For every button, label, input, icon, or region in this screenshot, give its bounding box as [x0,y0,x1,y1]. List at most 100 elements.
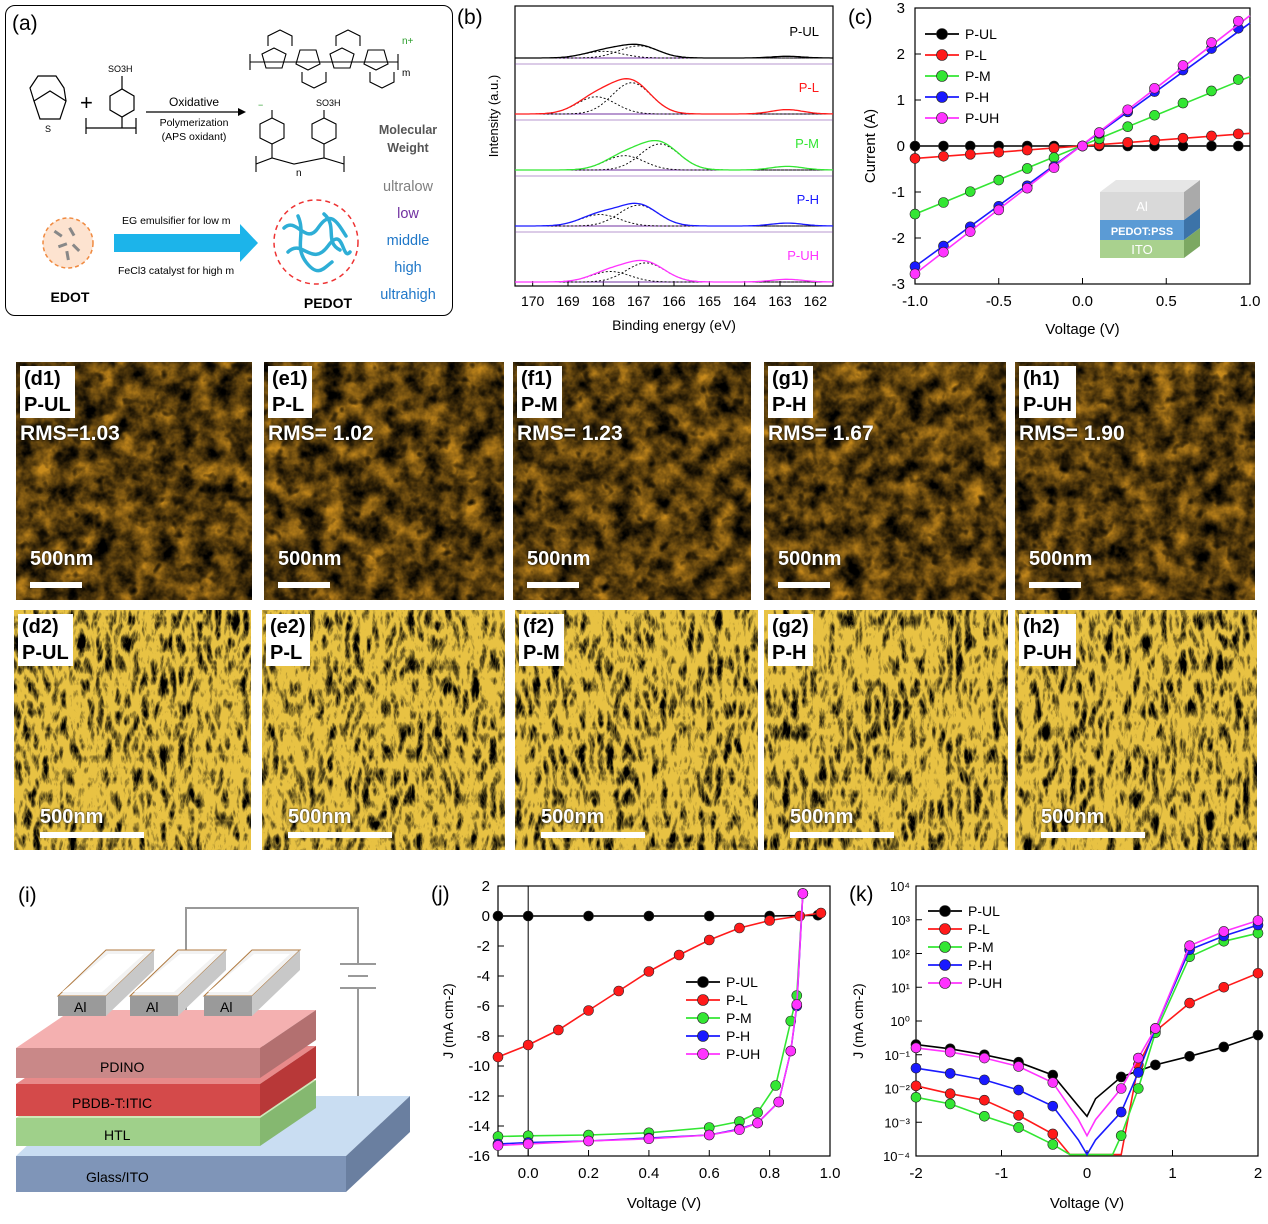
b-fit-side-P-M [515,155,833,171]
c-inset-layer-front [1100,192,1184,220]
pedot-chains-icon [282,212,352,273]
afm-sample-name: P-M [521,394,558,416]
electrode-front [204,996,252,1016]
b-spectrum-P-H [515,202,834,227]
j-legend-marker-P-L [697,994,709,1006]
afm-label-box: (f1) P-M [517,366,562,418]
c-inset-layer-side [1184,180,1200,220]
afm-scale-bar [1041,832,1145,838]
k-point-P-L [910,1080,922,1092]
afm-scale-bar [40,832,144,838]
b-series-label-P-UL: P-UL [789,24,819,39]
afm-height-image [1015,362,1255,600]
mw-levels: ultralow low middle high ultrahigh [380,179,436,303]
j-ytick-label: 2 [482,878,490,895]
j-xtick-label: 0.2 [578,1165,599,1182]
c-legend-label-P-H: P-H [965,89,989,105]
electrode-side [252,950,300,1016]
j-line-P-M [497,893,804,1138]
c-point-P-M [1021,163,1033,174]
b-xtick-label: 165 [698,293,722,309]
k-ytick-label: 10⁰ [890,1014,910,1029]
j-point-P-L [492,1051,504,1063]
c-inset-label: Al [1136,199,1148,214]
electrode-side [178,950,226,1016]
k-legend-label-P-UH: P-UH [968,975,1002,991]
arrow-aps: (APS oxidant) [162,131,227,143]
afm-rms: RMS= 1.02 [268,422,374,445]
afm-top-P-L: (e1) P-L RMS= 1.02 500nm [264,362,504,600]
c-point-P-M [909,208,921,220]
j-point-P-L [673,949,685,961]
c-point-P-UH [938,246,949,258]
k-point-P-L [1047,1128,1059,1140]
blue-process-arrow [114,224,258,262]
j-point-P-UH [583,1135,594,1147]
k-point-P-M [910,1091,922,1103]
j-point-P-L [522,1039,534,1051]
c-point-P-L [1048,142,1060,154]
afm-scale-text: 500nm [527,548,591,570]
c-ytick-label: 1 [897,92,905,109]
c-inset-top [1100,180,1200,192]
c-point-P-L [1122,137,1134,148]
layer-htl-label: HTL [104,1127,131,1143]
c-ytick-label: 3 [897,0,905,17]
afm-label-box: (d1) P-UL [20,366,75,418]
c-xtick-label: 0.5 [1156,293,1177,310]
k-ytick-label: 10³ [891,913,910,928]
c-point-P-M [1177,97,1189,109]
c-legend-label-P-M: P-M [965,68,991,84]
j-ytick-label: -12 [468,1088,490,1105]
afm-top-P-H: (g1) P-H RMS= 1.67 500nm [764,362,1006,600]
b-xtick-label: 163 [768,293,792,309]
afm-scale-text: 500nm [288,806,352,828]
k-point-P-H [979,1074,990,1086]
k-xtick-label: 0 [1083,1165,1091,1182]
j-legend-marker-P-M [697,1012,709,1024]
c-xtick-label: 0.0 [1072,293,1093,310]
electrode-front [58,996,106,1016]
j-xtick-label: 0.6 [699,1165,720,1182]
k-point-P-UH [1218,926,1230,937]
j-point-P-L [703,934,715,946]
k-point-P-H [944,1068,956,1079]
j-point-P-L [553,1024,564,1036]
k-line-P-H [915,924,1259,1157]
c-point-P-M [993,174,1005,186]
j-legend-label-P-M: P-M [726,1010,752,1026]
pss-structure [85,76,137,134]
b-spectrum-P-UL [515,43,833,59]
c-point-P-UL [938,140,949,152]
afm-label-box: (e2) P-L [266,614,310,666]
c-ytick-label: -2 [892,230,905,247]
afm-label-box: (f2) P-M [519,614,564,666]
mw-level-low: low [397,206,419,222]
k-xtick-label: 2 [1254,1165,1262,1182]
afm-label-box: (e1) P-L [268,366,312,418]
sulfonate-label: SO3H [108,64,133,74]
k-point-P-H [1132,1067,1144,1078]
k-legend-marker-P-L [939,923,951,935]
c-point-P-L [1149,135,1160,146]
catalyst-note: FeCl3 catalyst for high m [118,265,234,277]
afm-label-box: (h1) P-UH [1019,366,1076,418]
afm-panel-label: (d1) [24,368,61,390]
afm-scale-text: 500nm [790,806,854,828]
electrode-highlight [208,954,290,992]
k-ytick-label: 10⁻⁴ [883,1149,910,1164]
j-point-P-UH [522,1138,534,1150]
j-legend-label-P-UH: P-UH [726,1046,760,1062]
c-inset-layer-front [1100,240,1184,258]
c-legend-label-P-L: P-L [965,47,987,63]
c-point-P-UH [1048,162,1060,174]
k-point-P-L [944,1088,956,1100]
afm-panel-label: (f2) [523,616,555,638]
k-ytick-label: 10⁻³ [884,1115,910,1130]
k-line-P-UH [915,919,1259,1138]
j-ylabel: J (mA cm-2) [440,983,456,1058]
svg-text:S: S [45,124,51,134]
b-xtick-label: 166 [662,293,686,309]
afm-panel-label: (g2) [772,616,809,638]
chart-j-jv: (j) 0.0 0.2 0.4 0.6 0.8 1.0 -16 -14 -12 -10 -8 -6 -4 -… [431,878,840,1212]
